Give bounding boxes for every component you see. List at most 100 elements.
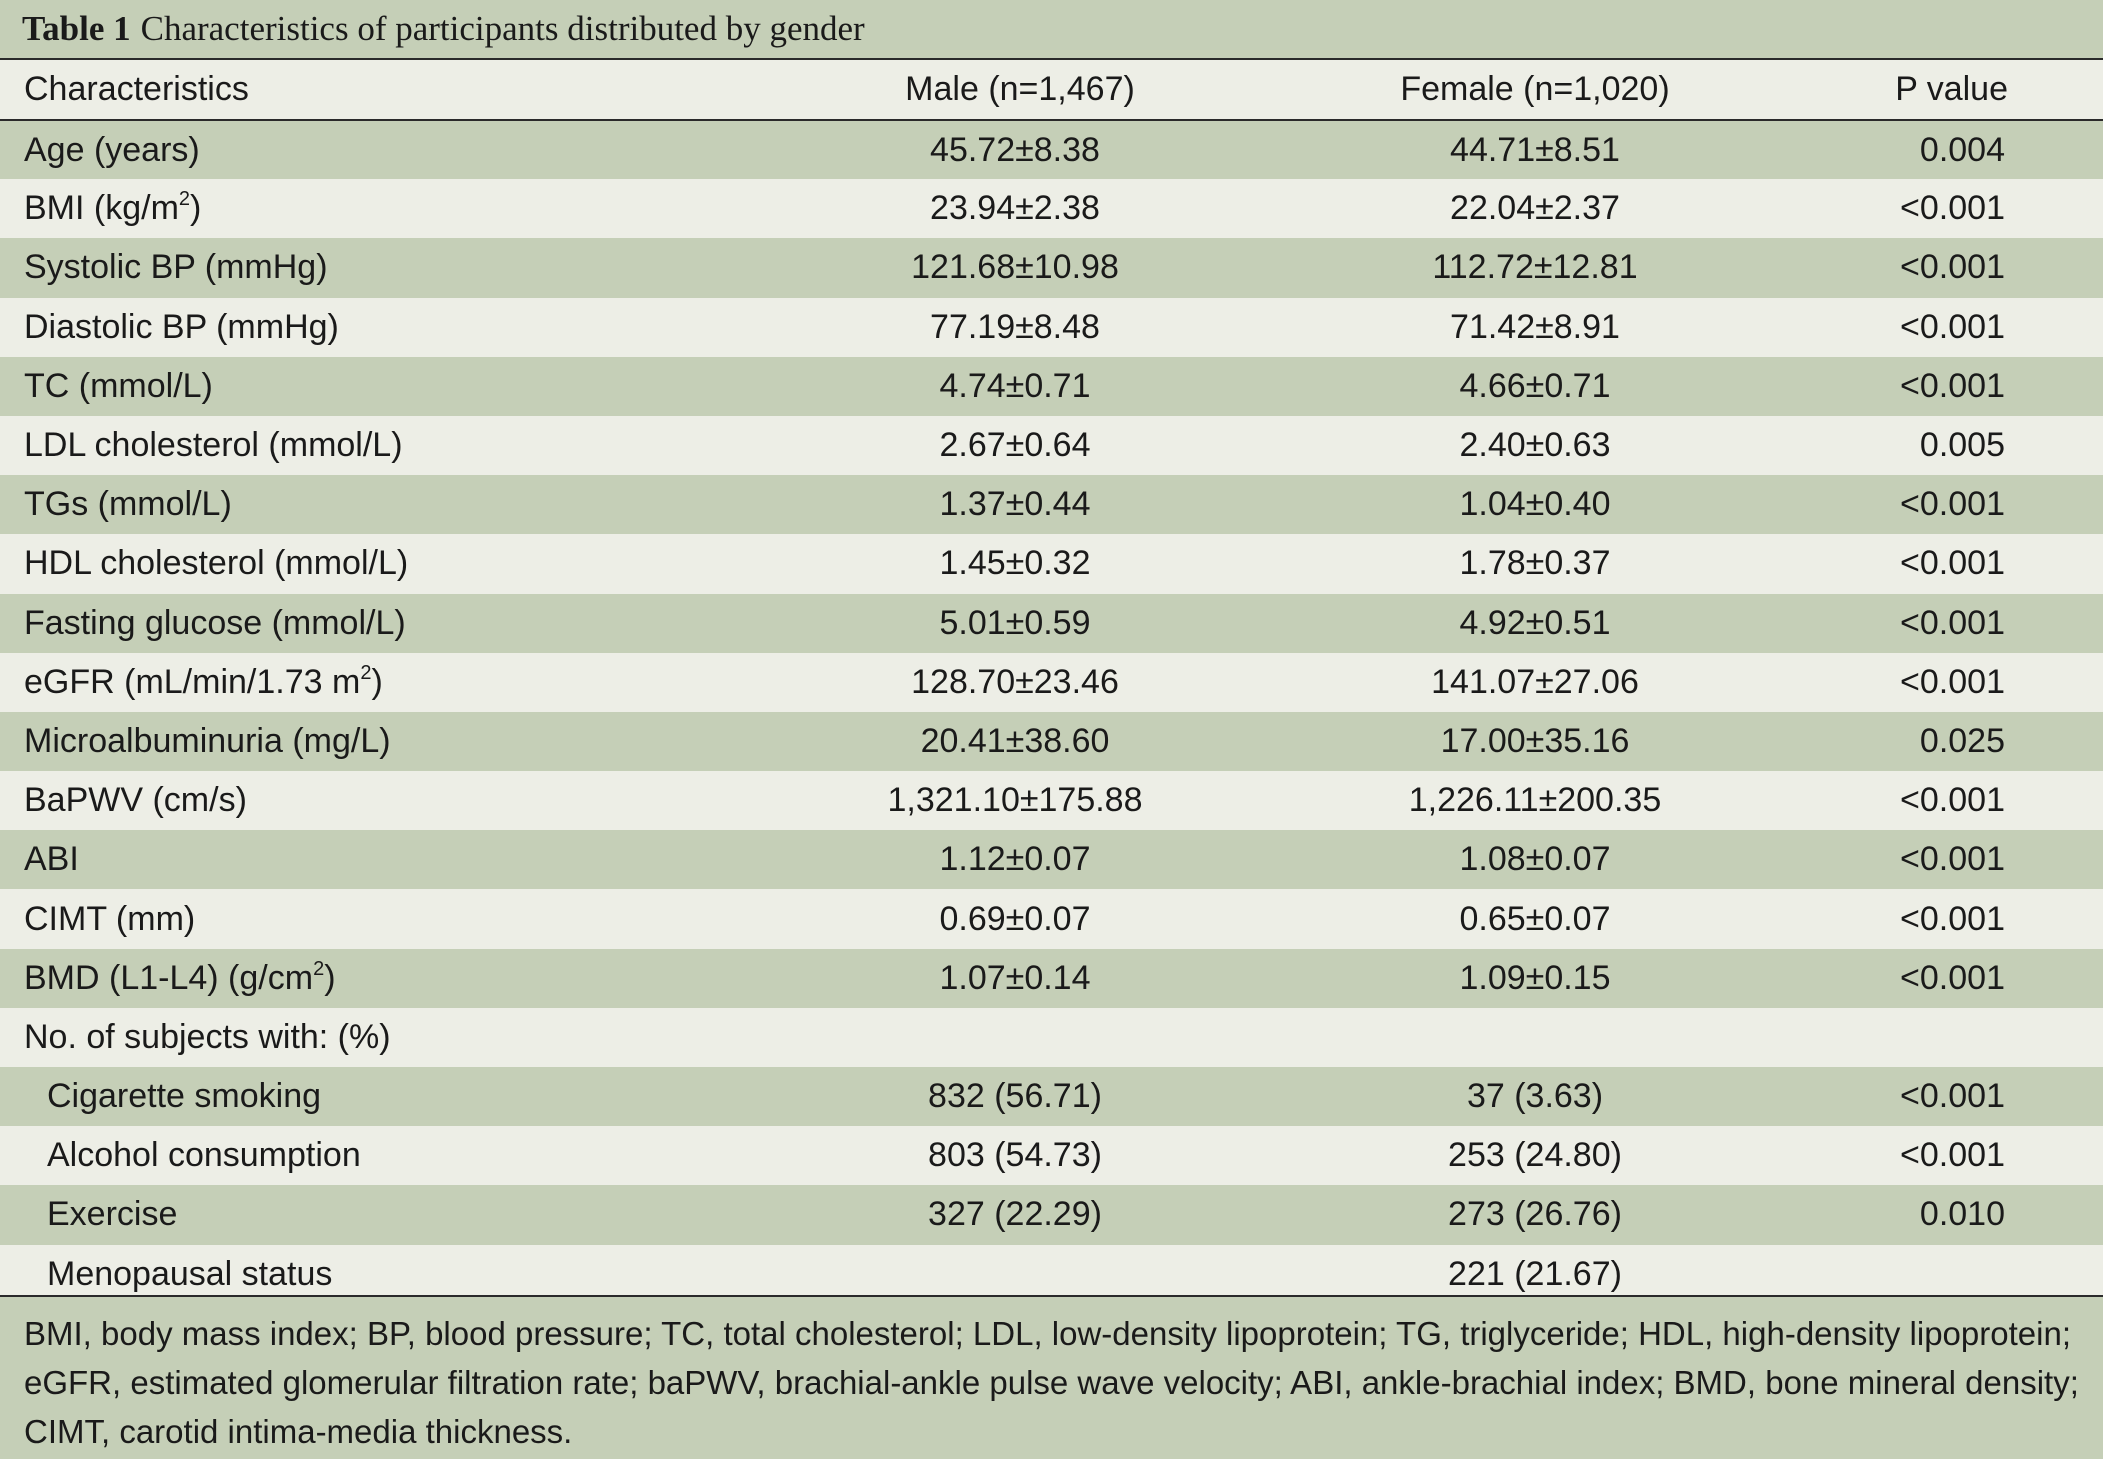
row-male-value: 2.67±0.64 — [939, 426, 1091, 465]
table-caption-label: Table 1 — [22, 9, 131, 48]
row-p-value: <0.001 — [1900, 662, 2005, 701]
table-caption: Table 1 Characteristics of participants … — [0, 0, 2103, 60]
row-characteristic: HDL cholesterol (mmol/L) — [0, 534, 760, 593]
row-characteristic-superscript: 2 — [313, 957, 325, 980]
row-female-value: 17.00±35.16 — [1440, 721, 1630, 760]
row-female-value: 71.42±8.91 — [1450, 307, 1620, 346]
row-characteristic-superscript: 2 — [178, 188, 191, 211]
row-p-value: 0.025 — [1919, 721, 2005, 760]
table-row: BMD (L1-L4) (g/cm2) 1.07±0.14 1.09±0.15 <0.… — [0, 948, 2103, 1008]
row-p-value: <0.001 — [1900, 485, 2005, 524]
row-characteristic: eGFR (mL/min/1.73 m2) — [0, 653, 760, 712]
row-male-value: 1,321.10±175.88 — [887, 781, 1143, 820]
row-female-value: 44.71±8.51 — [1450, 130, 1620, 169]
row-female-value: 273 (26.76) — [1448, 1195, 1622, 1234]
row-characteristic: BaPWV (cm/s) — [0, 771, 760, 830]
row-characteristic-tail: ) — [324, 958, 336, 997]
row-male-value: 4.74±0.71 — [939, 366, 1091, 405]
row-characteristic: TGs (mmol/L) — [0, 475, 760, 534]
row-male-value: 327 (22.29) — [928, 1195, 1102, 1234]
row-characteristic-text: Fasting glucose (mmol/L) — [24, 603, 406, 642]
table-row: HDL cholesterol (mmol/L) 1.45±0.32 1.78±0.… — [0, 534, 2103, 594]
row-p-value: <0.001 — [1900, 307, 2005, 346]
row-p-value: <0.001 — [1900, 366, 2005, 405]
row-p-value: <0.001 — [1900, 899, 2005, 938]
row-characteristic-text: No. of subjects with: (%) — [24, 1017, 391, 1056]
table-row: CIMT (mm) 0.69±0.07 0.65±0.07 <0.001 — [0, 889, 2103, 949]
row-characteristic-text: Microalbuminuria (mg/L) — [24, 721, 391, 760]
table-header-row: Characteristics Male (n=1,467) Female (n… — [0, 60, 2103, 121]
row-p-value: <0.001 — [1900, 1136, 2005, 1175]
row-characteristic-superscript: 2 — [360, 661, 372, 684]
row-female-value: 2.40±0.63 — [1459, 426, 1611, 465]
row-male-value: 0.69±0.07 — [939, 899, 1091, 938]
row-female-value: 1,226.11±200.35 — [1408, 781, 1662, 820]
row-female-value: 1.78±0.37 — [1459, 544, 1611, 583]
table-row: TC (mmol/L) 4.74±0.71 4.66±0.71 <0.001 — [0, 356, 2103, 416]
row-characteristic-text: Alcohol consumption — [47, 1136, 361, 1175]
table-row: TGs (mmol/L) 1.37±0.44 1.04±0.40 <0.001 — [0, 475, 2103, 535]
row-p-value: <0.001 — [1900, 781, 2005, 820]
header-female: Female (n=1,020) — [1230, 60, 1820, 121]
row-characteristic-text: TGs (mmol/L) — [24, 485, 232, 524]
row-male-value — [760, 1008, 1230, 1067]
row-characteristic-text: Exercise — [47, 1195, 178, 1234]
row-characteristic: CIMT (mm) — [0, 889, 760, 948]
row-p-value: 0.004 — [1919, 130, 2005, 169]
row-characteristic: BMI (kg/m2) — [0, 179, 760, 238]
row-characteristic: Diastolic BP (mmHg) — [0, 298, 760, 357]
row-female-value: 0.65±0.07 — [1459, 899, 1611, 938]
row-characteristic-text: TC (mmol/L) — [24, 366, 213, 405]
table-caption-title: Characteristics of participants distribu… — [140, 9, 865, 48]
row-female-value: 4.66±0.71 — [1459, 366, 1611, 405]
row-characteristic-text: BMI (kg/m — [24, 189, 179, 228]
characteristics-table: Characteristics Male (n=1,467) Female (n… — [0, 60, 2103, 1304]
row-male-value: 128.70±23.46 — [911, 662, 1119, 701]
table-row: Systolic BP (mmHg) 121.68±10.98 112.72±12.… — [0, 238, 2103, 298]
row-p-value: <0.001 — [1900, 189, 2005, 228]
row-female-value: 1.09±0.15 — [1459, 958, 1611, 997]
row-female-value: 112.72±12.81 — [1432, 248, 1638, 287]
row-characteristic-text: Diastolic BP (mmHg) — [24, 307, 339, 346]
row-male-value: 121.68±10.98 — [911, 248, 1119, 287]
row-characteristic: ABI — [0, 830, 760, 889]
row-female-value: 4.92±0.51 — [1459, 603, 1611, 642]
row-female-value: 253 (24.80) — [1448, 1136, 1622, 1175]
row-characteristic-text: BaPWV (cm/s) — [24, 781, 247, 820]
table-row: Age (years) 45.72±8.38 44.71±8.51 0.004 — [0, 120, 2103, 180]
table-row: Alcohol consumption 803 (54.73) 253 (24.80… — [0, 1126, 2103, 1186]
row-male-value: 20.41±38.60 — [920, 721, 1110, 760]
row-characteristic-text: CIMT (mm) — [24, 899, 196, 938]
header-male: Male (n=1,467) — [760, 60, 1230, 121]
table-row: Cigarette smoking 832 (56.71) 37 (3.63) <0.… — [0, 1067, 2103, 1127]
table-row: Menopausal status 221 (21.67) — [0, 1244, 2103, 1304]
table-body: Age (years) 45.72±8.38 44.71±8.51 0.004 BMI … — [0, 120, 2103, 1304]
row-p-value: 0.005 — [1919, 426, 2005, 465]
row-characteristic: Age (years) — [0, 120, 760, 179]
row-p-value — [1820, 1008, 2103, 1067]
row-characteristic: BMD (L1-L4) (g/cm2) — [0, 949, 760, 1008]
row-characteristic-text: HDL cholesterol (mmol/L) — [24, 544, 409, 583]
row-male-value: 5.01±0.59 — [939, 603, 1091, 642]
row-male-value: 1.45±0.32 — [939, 544, 1091, 583]
row-characteristic-text: Age (years) — [24, 130, 200, 169]
row-characteristic-text: BMD (L1-L4) (g/cm — [24, 958, 314, 997]
row-male-value: 1.12±0.07 — [939, 840, 1091, 879]
table-row: Fasting glucose (mmol/L) 5.01±0.59 4.92±0.… — [0, 593, 2103, 653]
row-male-value: 77.19±8.48 — [930, 307, 1100, 346]
row-characteristic: Exercise — [0, 1185, 760, 1244]
row-p-value: <0.001 — [1900, 958, 2005, 997]
row-female-value: 1.04±0.40 — [1459, 485, 1611, 524]
row-female-value: 22.04±2.37 — [1450, 189, 1620, 228]
table-row: Exercise 327 (22.29) 273 (26.76) 0.010 — [0, 1185, 2103, 1245]
row-characteristic-text: eGFR (mL/min/1.73 m — [24, 662, 361, 701]
row-characteristic: TC (mmol/L) — [0, 357, 760, 416]
row-female-value: 141.07±27.06 — [1431, 662, 1639, 701]
table-row: eGFR (mL/min/1.73 m2) 128.70±23.46 141.07±… — [0, 652, 2103, 712]
table-row: ABI 1.12±0.07 1.08±0.07 <0.001 — [0, 830, 2103, 890]
row-characteristic-text: LDL cholesterol (mmol/L) — [24, 426, 403, 465]
row-male-value: 1.07±0.14 — [939, 958, 1091, 997]
row-characteristic: LDL cholesterol (mmol/L) — [0, 416, 760, 475]
row-p-value: 0.010 — [1919, 1195, 2005, 1234]
row-characteristic-text: ABI — [24, 840, 79, 879]
